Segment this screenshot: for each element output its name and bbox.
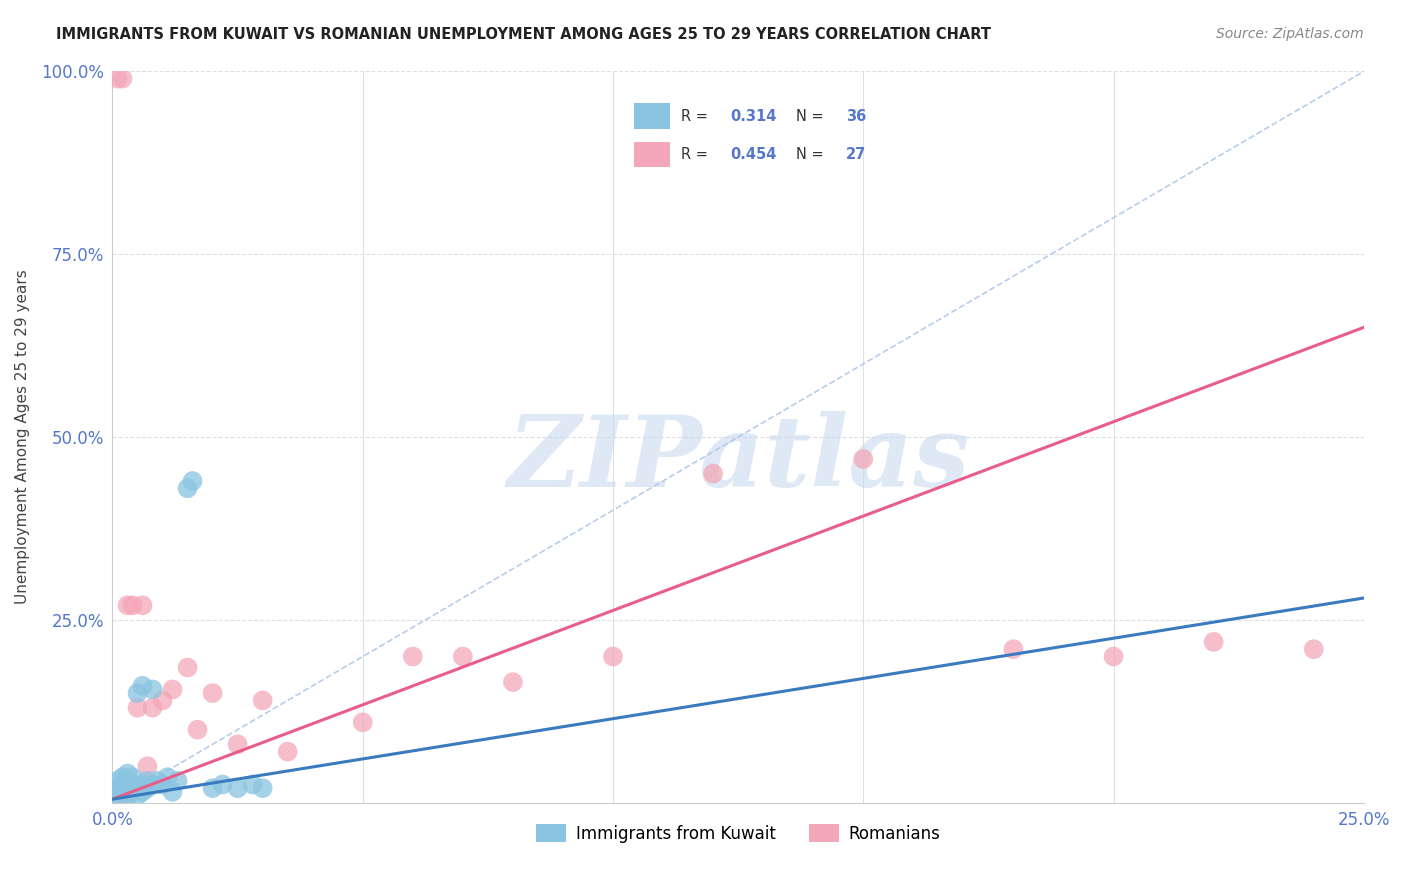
Point: [127, 700, 149, 714]
Point: [141, 700, 163, 714]
Point: [201, 781, 224, 796]
Point: [117, 789, 139, 803]
Point: [136, 759, 159, 773]
Text: Source: ZipAtlas.com: Source: ZipAtlas.com: [1216, 27, 1364, 41]
Point: [166, 773, 188, 788]
Point: [1102, 649, 1125, 664]
Point: [226, 737, 249, 751]
Point: [201, 686, 224, 700]
Point: [187, 723, 209, 737]
Point: [852, 452, 875, 467]
Point: [136, 773, 159, 788]
Point: [156, 770, 179, 784]
Y-axis label: Unemployment Among Ages 25 to 29 years: Unemployment Among Ages 25 to 29 years: [15, 269, 30, 605]
Point: [111, 785, 134, 799]
Point: [226, 781, 249, 796]
Point: [1302, 642, 1324, 657]
Point: [1202, 635, 1225, 649]
Point: [277, 745, 299, 759]
Text: IMMIGRANTS FROM KUWAIT VS ROMANIAN UNEMPLOYMENT AMONG AGES 25 TO 29 YEARS CORREL: IMMIGRANTS FROM KUWAIT VS ROMANIAN UNEMP…: [56, 27, 991, 42]
Point: [127, 789, 149, 803]
Point: [141, 682, 163, 697]
Point: [107, 773, 129, 788]
Point: [502, 675, 524, 690]
Point: [402, 649, 425, 664]
Point: [162, 785, 184, 799]
Point: [136, 781, 159, 796]
Point: [152, 778, 174, 792]
Point: [176, 481, 198, 495]
Point: [451, 649, 474, 664]
Point: [117, 773, 139, 788]
Point: [242, 778, 264, 792]
Point: [131, 599, 153, 613]
Point: [111, 71, 134, 86]
Point: [602, 649, 624, 664]
Point: [141, 778, 163, 792]
Point: [131, 785, 153, 799]
Point: [121, 599, 143, 613]
Point: [121, 778, 143, 792]
Point: [107, 789, 129, 803]
Legend: Immigrants from Kuwait, Romanians: Immigrants from Kuwait, Romanians: [529, 818, 948, 849]
Point: [111, 789, 134, 803]
Point: [176, 660, 198, 674]
Point: [252, 693, 274, 707]
Point: [117, 766, 139, 780]
Point: [152, 693, 174, 707]
Point: [131, 679, 153, 693]
Point: [121, 770, 143, 784]
Point: [107, 71, 129, 86]
Point: [117, 599, 139, 613]
Point: [127, 781, 149, 796]
Point: [107, 781, 129, 796]
Point: [162, 682, 184, 697]
Point: [111, 778, 134, 792]
Point: [111, 770, 134, 784]
Point: [131, 778, 153, 792]
Point: [252, 781, 274, 796]
Point: [211, 778, 233, 792]
Point: [181, 474, 204, 488]
Point: [702, 467, 724, 481]
Point: [117, 781, 139, 796]
Point: [121, 785, 143, 799]
Text: ZIPatlas: ZIPatlas: [508, 411, 969, 508]
Point: [127, 686, 149, 700]
Point: [352, 715, 374, 730]
Point: [1002, 642, 1025, 657]
Point: [146, 773, 169, 788]
